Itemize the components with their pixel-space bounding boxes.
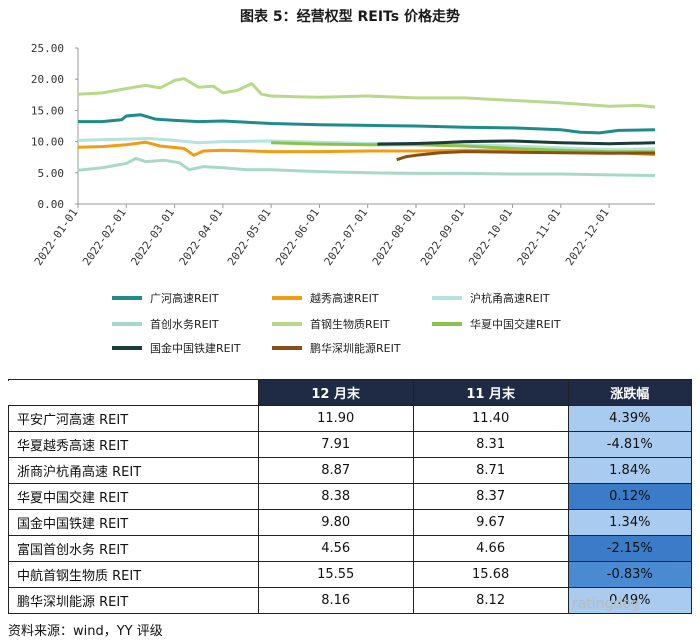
x-tick-label: 2022-06-01	[273, 206, 322, 268]
legend-label-1: 越秀高速REIT	[310, 291, 379, 305]
x-tick-label: 2022-05-01	[225, 206, 274, 268]
row-name: 中航首钢生物质 REIT	[8, 561, 259, 588]
watermark-text: ratingdog	[572, 596, 640, 612]
row-chg: -4.81%	[567, 431, 693, 458]
legend-label-3: 首创水务REIT	[150, 317, 219, 331]
row-dec: 15.55	[257, 561, 414, 588]
x-tick-label: 2022-02-01	[80, 206, 129, 268]
legend-label-5: 华夏中国交建REIT	[470, 317, 561, 331]
x-tick-label: 2022-07-01	[322, 206, 371, 268]
x-tick-label: 2022-01-01	[32, 206, 81, 268]
table-row: 平安广河高速 REIT 11.90 11.40 4.39%	[8, 405, 693, 432]
table-header-row: 12 月末 11 月末 涨跌幅	[8, 379, 693, 406]
series-line-4	[77, 77, 656, 109]
row-nov: 8.12	[412, 587, 569, 614]
row-name: 浙商沪杭甬高速 REIT	[8, 457, 259, 484]
row-name: 富国首创水务 REIT	[8, 535, 259, 562]
row-nov: 11.40	[412, 405, 569, 432]
row-nov: 4.66	[412, 535, 569, 562]
row-name: 华夏越秀高速 REIT	[8, 431, 259, 458]
table-row: 华夏中国交建 REIT 8.38 8.37 0.12%	[8, 483, 693, 510]
row-nov: 8.37	[412, 483, 569, 510]
row-chg: 0.49%	[567, 587, 693, 614]
series-line-5	[271, 141, 656, 154]
y-tick-label: 20.00	[31, 73, 64, 86]
row-dec: 8.16	[257, 587, 414, 614]
x-tick-label: 2022-09-01	[418, 206, 467, 268]
row-name: 鹏华深圳能源 REIT	[8, 587, 259, 614]
row-name: 国金中国铁建 REIT	[8, 509, 259, 536]
row-dec: 11.90	[257, 405, 414, 432]
row-dec: 9.80	[257, 509, 414, 536]
y-tick-label: 5.00	[38, 167, 65, 180]
row-name: 华夏中国交建 REIT	[8, 483, 259, 510]
legend-label-0: 广河高速REIT	[150, 291, 219, 305]
y-tick-label: 15.00	[31, 104, 64, 117]
row-chg: 1.84%	[567, 457, 693, 484]
row-nov: 9.67	[412, 509, 569, 536]
figure-title: 图表 5：经营权型 REITs 价格走势	[240, 9, 460, 25]
row-chg: 1.34%	[567, 509, 693, 536]
table-row: 中航首钢生物质 REIT 15.55 15.68 -0.83%	[8, 561, 693, 588]
x-tick-label: 2022-10-01	[466, 206, 515, 268]
legend-label-7: 鹏华深圳能源REIT	[310, 341, 401, 355]
header-blank	[8, 379, 259, 406]
price-table-wrapper: 12 月末 11 月末 涨跌幅 平安广河高速 REIT 11.90 11.40 4.3…	[8, 379, 693, 614]
series-line-3	[77, 156, 656, 177]
row-chg: -0.83%	[567, 561, 693, 588]
x-tick-label: 2022-03-01	[128, 206, 177, 268]
series-line-6	[377, 139, 656, 146]
header-chg: 涨跌幅	[567, 379, 693, 406]
row-name: 平安广河高速 REIT	[8, 405, 259, 432]
row-nov: 15.68	[412, 561, 569, 588]
row-nov: 8.71	[412, 457, 569, 484]
legend-label-6: 国金中国铁建REIT	[150, 341, 241, 355]
table-row: 浙商沪杭甬高速 REIT 8.87 8.71 1.84%	[8, 457, 693, 484]
row-chg: -2.15%	[567, 535, 693, 562]
table-row: 国金中国铁建 REIT 9.80 9.67 1.34%	[8, 509, 693, 536]
row-dec: 8.87	[257, 457, 414, 484]
x-tick-label: 2022-12-01	[563, 206, 612, 268]
legend-label-2: 沪杭甬高速REIT	[470, 291, 550, 305]
row-dec: 7.91	[257, 431, 414, 458]
source-note: 资料来源：wind，YY 评级	[8, 624, 163, 639]
header-nov: 11 月末	[412, 379, 569, 406]
row-nov: 8.31	[412, 431, 569, 458]
row-dec: 4.56	[257, 535, 414, 562]
price-table: 12 月末 11 月末 涨跌幅 平安广河高速 REIT 11.90 11.40 4.3…	[8, 379, 693, 614]
series-line-0	[78, 113, 656, 135]
y-tick-label: 25.00	[31, 42, 64, 55]
row-chg: 0.12%	[567, 483, 693, 510]
x-tick-label: 2022-04-01	[177, 206, 226, 268]
header-dec: 12 月末	[257, 379, 414, 406]
table-row: 鹏华深圳能源 REIT 8.16 8.12 0.49%	[8, 587, 693, 614]
y-tick-label: 10.00	[31, 136, 64, 149]
series-line-7	[396, 150, 656, 162]
series-line-2	[77, 137, 656, 152]
x-tick-label: 2022-11-01	[515, 206, 564, 268]
row-dec: 8.38	[257, 483, 414, 510]
x-tick-label: 2022-08-01	[370, 206, 419, 268]
table-row: 华夏越秀高速 REIT 7.91 8.31 -4.81%	[8, 431, 693, 458]
legend-label-4: 首钢生物质REIT	[310, 317, 390, 331]
y-tick-label: 0.00	[38, 198, 65, 211]
row-chg: 4.39%	[567, 405, 693, 432]
table-row: 富国首创水务 REIT 4.56 4.66 -2.15%	[8, 535, 693, 562]
